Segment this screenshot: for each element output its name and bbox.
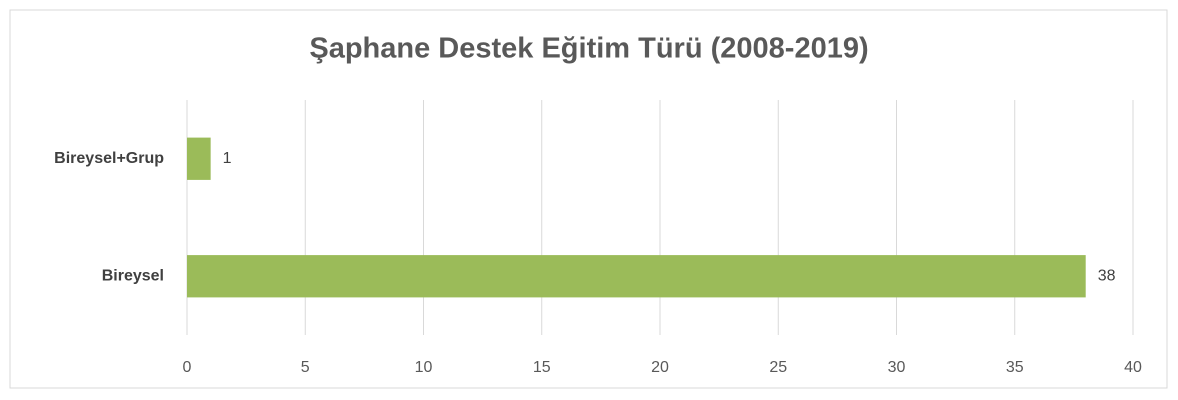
bar [187, 255, 1086, 298]
x-tick-label: 15 [533, 359, 551, 376]
chart-border [9, 9, 1168, 389]
x-tick-label: 40 [1124, 359, 1142, 376]
bar [187, 137, 211, 180]
y-tick-label: Bireysel [102, 267, 164, 284]
data-label: 1 [223, 150, 232, 167]
x-tick-label: 30 [888, 359, 906, 376]
x-tick-label: 5 [301, 359, 310, 376]
x-tick-label: 35 [1006, 359, 1024, 376]
x-tick-label: 0 [183, 359, 192, 376]
x-tick-label: 10 [415, 359, 433, 376]
y-tick-label: Bireysel+Grup [54, 150, 164, 167]
x-tick-label: 20 [651, 359, 669, 376]
x-tick-label: 25 [769, 359, 787, 376]
data-label: 38 [1098, 267, 1116, 284]
chart-title: Şaphane Destek Eğitim Türü (2008-2019) [309, 33, 868, 65]
